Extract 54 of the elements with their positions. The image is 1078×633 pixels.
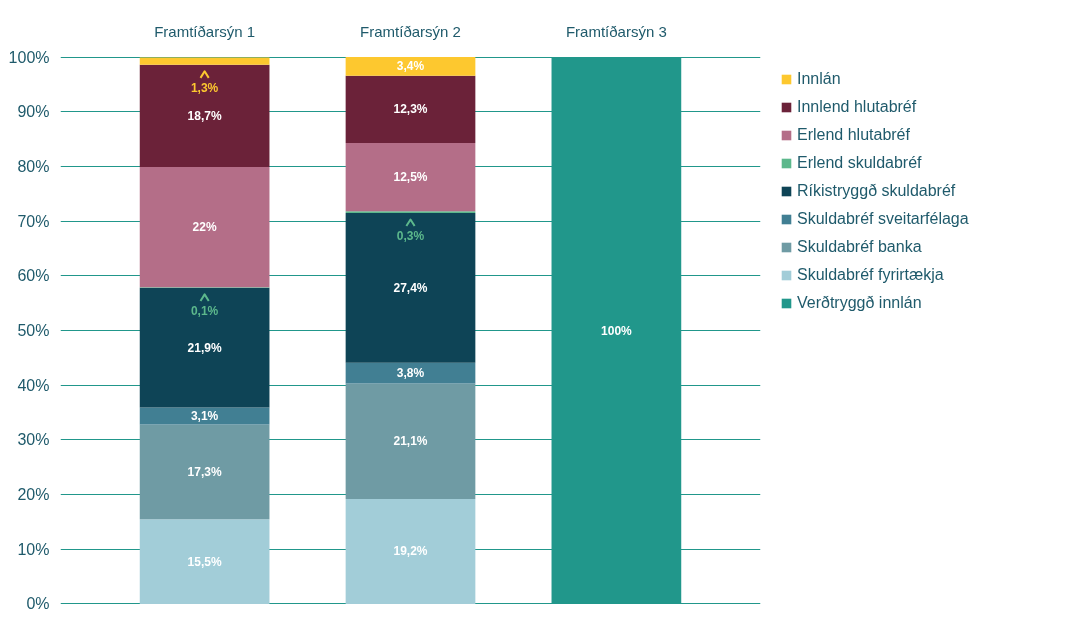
y-tick-label: 60% [17, 267, 50, 285]
legend-label: Skuldabréf fyrirtækja [797, 266, 944, 284]
bar [345, 362, 476, 384]
y-tick-label: 90% [17, 103, 50, 121]
bar [345, 383, 476, 499]
x-tick-label: Framtíðarsýn 3 [565, 22, 667, 40]
data-label: 22% [192, 220, 217, 235]
data-label: 27,4% [393, 280, 428, 295]
legend-label: Skuldabréf sveitarfélaga [797, 210, 969, 228]
bar [345, 498, 476, 604]
legend-label: Innlend hlutabréf [797, 98, 917, 116]
data-label: 17,3% [187, 464, 222, 479]
y-tick-label: 20% [17, 486, 50, 504]
data-label: 3,1% [190, 409, 219, 424]
y-tick-label: 10% [17, 540, 50, 558]
data-label: 3,8% [396, 366, 425, 381]
data-label: 3,4% [396, 59, 425, 74]
bar [345, 75, 476, 143]
data-label: 12,3% [393, 102, 428, 117]
data-label: 15,5% [187, 554, 222, 569]
y-tick-label: 40% [17, 376, 50, 394]
x-tick-label: Framtíðarsýn 1 [154, 22, 256, 40]
data-label: 18,7% [187, 108, 222, 123]
legend-label: Ríkistryggð skuldabréf [797, 182, 956, 200]
y-tick-label: 70% [17, 212, 50, 230]
y-tick-label: 80% [17, 157, 50, 175]
legend-label: Erlend hlutabréf [797, 126, 910, 144]
data-label: 21,1% [393, 434, 428, 449]
bar [139, 57, 270, 65]
data-label: 12,5% [393, 170, 428, 185]
y-tick-label: 30% [17, 431, 50, 449]
bar [139, 64, 270, 167]
bar [345, 57, 476, 76]
y-tick-label: 0% [26, 595, 50, 613]
y-tick-label: 50% [17, 322, 50, 339]
data-label: 0,3% [396, 228, 425, 243]
bar [139, 519, 270, 604]
bar [139, 166, 270, 288]
bar [345, 212, 476, 363]
legend-label: Verðtryggð innlán [797, 294, 922, 312]
x-tick-label: Framtíðarsýn 2 [360, 22, 461, 40]
bar [139, 424, 270, 520]
data-label: 19,2% [393, 544, 428, 559]
data-label: 100% [601, 323, 633, 338]
bar [139, 407, 270, 425]
bar [345, 142, 476, 212]
legend-label: Erlend skuldabréf [797, 154, 922, 172]
data-label: 21,9% [187, 340, 222, 355]
data-label: 1,3% [190, 80, 219, 95]
bar [139, 287, 270, 408]
legend-label: Skuldabréf banka [797, 238, 922, 256]
y-tick-label: 100% [8, 48, 50, 66]
data-label: 0,1% [190, 303, 219, 318]
legend-label: Innlán [797, 70, 841, 88]
